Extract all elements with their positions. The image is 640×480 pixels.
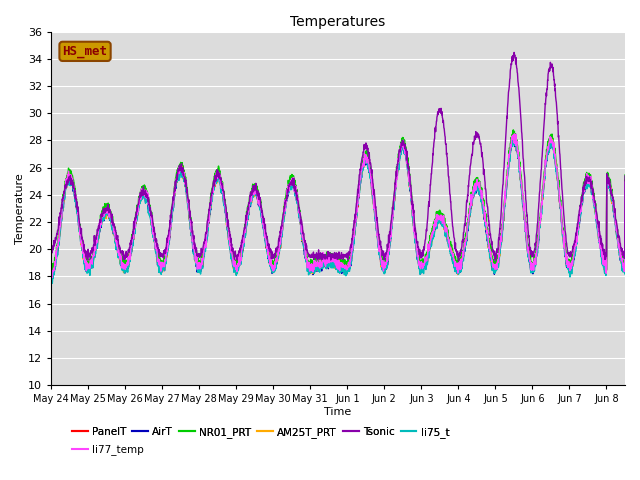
Y-axis label: Temperature: Temperature — [15, 173, 25, 244]
Title: Temperatures: Temperatures — [291, 15, 386, 29]
Legend: PanelT, AirT, NR01_PRT, AM25T_PRT, Tsonic, li75_t: PanelT, AirT, NR01_PRT, AM25T_PRT, Tsoni… — [68, 422, 453, 442]
X-axis label: Time: Time — [324, 407, 351, 417]
Text: HS_met: HS_met — [63, 45, 108, 58]
